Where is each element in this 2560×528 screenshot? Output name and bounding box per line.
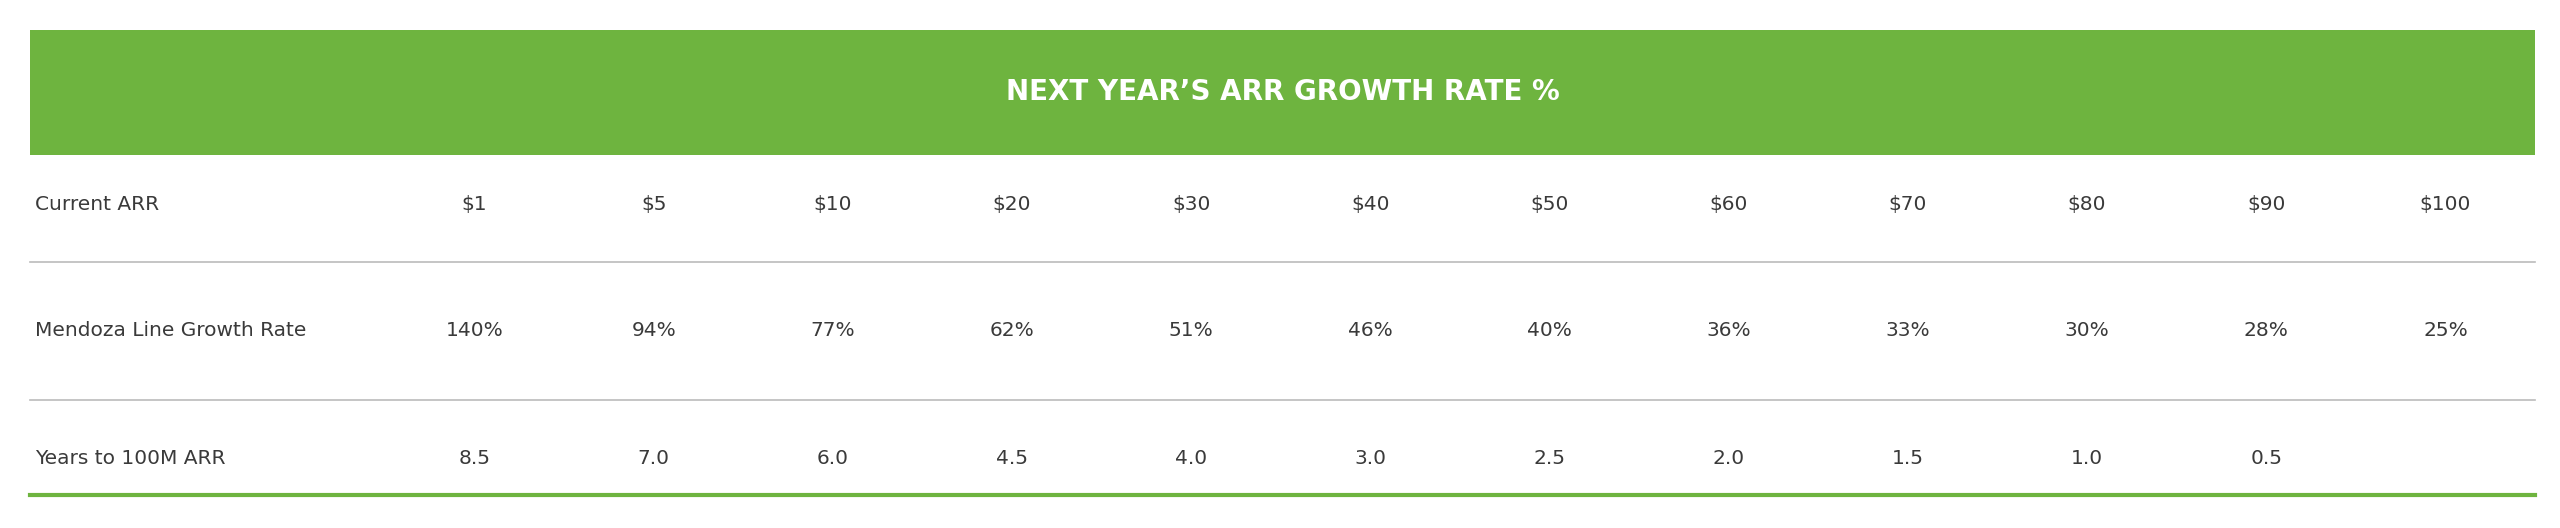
Text: $5: $5 [640,195,666,214]
Text: $40: $40 [1352,195,1390,214]
Text: 4.0: 4.0 [1175,448,1208,467]
Text: 77%: 77% [812,320,855,340]
Text: 2.5: 2.5 [1533,448,1567,467]
Text: 1.5: 1.5 [1892,448,1925,467]
Text: $90: $90 [2248,195,2286,214]
Bar [31,30,2534,155]
Text: 33%: 33% [1887,320,1930,340]
Text: 62%: 62% [991,320,1034,340]
Text: Years to 100M ARR: Years to 100M ARR [36,448,225,467]
Text: NEXT YEAR’S ARR GROWTH RATE %: NEXT YEAR’S ARR GROWTH RATE % [1006,79,1559,107]
Text: 25%: 25% [2424,320,2468,340]
Text: Mendoza Line Growth Rate: Mendoza Line Growth Rate [36,320,307,340]
Text: $30: $30 [1172,195,1211,214]
Text: 140%: 140% [445,320,504,340]
Text: 36%: 36% [1708,320,1751,340]
Text: 2.0: 2.0 [1713,448,1746,467]
Text: 46%: 46% [1349,320,1393,340]
Text: 1.0: 1.0 [2071,448,2104,467]
Text: 94%: 94% [632,320,676,340]
Text: 3.0: 3.0 [1354,448,1388,467]
Text: $1: $1 [461,195,486,214]
Text: 28%: 28% [2243,320,2289,340]
Text: $20: $20 [993,195,1032,214]
Text: $80: $80 [2068,195,2107,214]
Text: 7.0: 7.0 [637,448,671,467]
Text: $70: $70 [1889,195,1928,214]
Text: 51%: 51% [1170,320,1213,340]
Text: 0.5: 0.5 [2250,448,2284,467]
Text: 6.0: 6.0 [817,448,850,467]
Text: $10: $10 [814,195,852,214]
Text: 8.5: 8.5 [458,448,492,467]
Text: Current ARR: Current ARR [36,195,159,214]
Text: $60: $60 [1710,195,1748,214]
Text: $100: $100 [2419,195,2470,214]
Text: 40%: 40% [1528,320,1572,340]
Text: 4.5: 4.5 [996,448,1029,467]
Text: $50: $50 [1531,195,1569,214]
Text: 30%: 30% [2066,320,2109,340]
